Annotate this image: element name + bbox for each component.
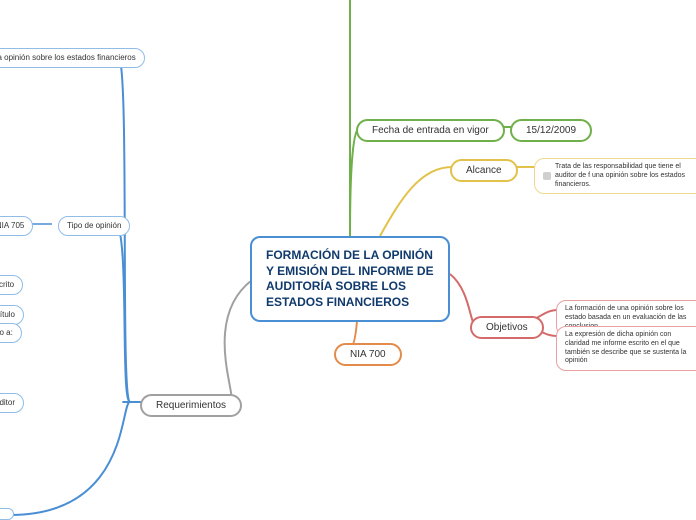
branch-requerimientos-label[interactable]: Requerimientos bbox=[140, 394, 242, 417]
central-topic[interactable]: FORMACIÓN DE LA OPINIÓN Y EMISIÓN DEL IN… bbox=[250, 236, 450, 322]
leaf-bottom[interactable] bbox=[0, 508, 14, 520]
leaf-nia-705[interactable]: ta NIA 705 bbox=[0, 216, 33, 236]
branch-alcance-detail[interactable]: Trata de las responsabilidad que tiene e… bbox=[534, 158, 696, 194]
note-icon bbox=[543, 172, 551, 180]
branch-objetivos-detail-2[interactable]: La expresión de dicha opinión con clarid… bbox=[556, 326, 696, 371]
leaf-tipo-opinion[interactable]: Tipo de opinión bbox=[58, 216, 130, 236]
leaf-titulo[interactable]: Título bbox=[0, 305, 24, 325]
leaf-formacion-opinion[interactable]: e la opinión sobre los estados financier… bbox=[0, 48, 145, 68]
leaf-auditor[interactable]: uditor bbox=[0, 393, 24, 413]
branch-fecha-value[interactable]: 15/12/2009 bbox=[510, 119, 592, 142]
branch-alcance-label[interactable]: Alcance bbox=[450, 159, 518, 182]
alcance-detail-text: Trata de las responsabilidad que tiene e… bbox=[555, 163, 695, 189]
branch-nia700[interactable]: NIA 700 bbox=[334, 343, 402, 366]
branch-fecha-label[interactable]: Fecha de entrada en vigor bbox=[356, 119, 505, 142]
leaf-escrito[interactable]: scrito bbox=[0, 275, 23, 295]
branch-objetivos-label[interactable]: Objetivos bbox=[470, 316, 544, 339]
leaf-dirigido[interactable]: do a: bbox=[0, 323, 22, 343]
